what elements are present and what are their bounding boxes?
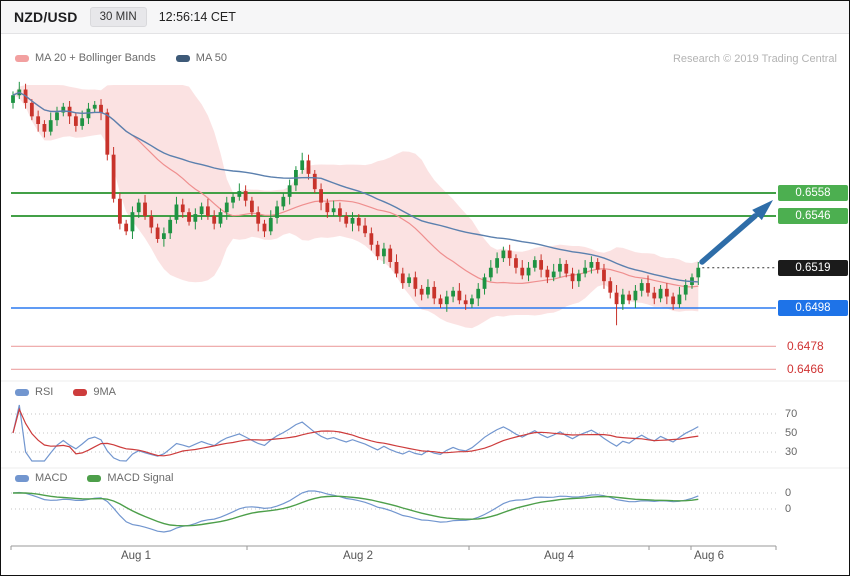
- macd-lines: [12, 490, 699, 533]
- x-axis: [10, 545, 777, 550]
- x-axis-label-aug4: Aug 4: [543, 550, 575, 562]
- panel-grid-lines: [1, 380, 849, 510]
- ma50-legend-label: MA 50: [195, 52, 227, 64]
- x-axis-label-aug6: Aug 6: [693, 550, 725, 562]
- legend-item-9ma: 9MA: [73, 386, 116, 398]
- chart-header: NZD/USD 30 MIN 12:56:14 CET: [1, 1, 849, 34]
- rsi-legend-swatch: [15, 388, 29, 396]
- research-credit: Research © 2019 Trading Central: [672, 53, 837, 65]
- last-price-badge: 0.6519: [778, 260, 848, 276]
- pair-title: NZD/USD: [14, 9, 78, 25]
- ma50-legend-swatch: [175, 54, 190, 62]
- clock-label: 12:56:14 CET: [158, 10, 236, 24]
- nine-ma-legend-swatch: [73, 388, 88, 396]
- rsi-tick-30: 30: [785, 446, 798, 458]
- ma20-legend-swatch: [15, 54, 29, 62]
- timeframe-badge: 30 MIN: [89, 7, 147, 27]
- bollinger-band: [13, 85, 699, 329]
- macd-tick-zero-1: 0: [785, 487, 792, 499]
- legend-item-rsi: RSI: [15, 386, 53, 398]
- legend-item-ma50: MA 50: [175, 52, 227, 64]
- resistance-badge-2: 0.6546: [778, 208, 848, 224]
- macd-signal-legend-label: MACD Signal: [107, 472, 174, 484]
- macd-legend-label: MACD: [35, 472, 68, 484]
- trend-arrow: [699, 200, 773, 265]
- ma50-line: [12, 91, 699, 283]
- legend-item-macd-signal: MACD Signal: [87, 472, 173, 484]
- rsi-tick-50: 50: [785, 427, 798, 439]
- macd-signal-legend-swatch: [87, 474, 102, 482]
- nine-ma-legend-label: 9MA: [93, 386, 116, 398]
- macd-tick-zero-2: 0: [785, 503, 792, 515]
- minor-support-label-1: 0.6478: [787, 339, 824, 353]
- main-legend: MA 20 + Bollinger Bands MA 50: [15, 52, 227, 64]
- macd-legend-swatch: [15, 474, 29, 482]
- resistance-badge-1: 0.6558: [778, 185, 848, 201]
- minor-support-label-2: 0.6466: [787, 362, 824, 376]
- macd-legend: MACD MACD Signal: [15, 472, 173, 484]
- ma20-legend-label: MA 20 + Bollinger Bands: [35, 52, 156, 64]
- rsi-tick-70: 70: [785, 408, 798, 420]
- rsi-legend: RSI 9MA: [15, 386, 116, 398]
- support-badge: 0.6498: [778, 300, 848, 316]
- x-axis-label-aug2: Aug 2: [342, 550, 374, 562]
- legend-item-ma20-bollinger: MA 20 + Bollinger Bands: [15, 52, 156, 64]
- rsi-legend-label: RSI: [35, 386, 54, 398]
- x-axis-label-aug1: Aug 1: [120, 550, 152, 562]
- rsi-lines: [12, 404, 699, 462]
- candles: [11, 81, 701, 326]
- legend-item-macd: MACD: [15, 472, 67, 484]
